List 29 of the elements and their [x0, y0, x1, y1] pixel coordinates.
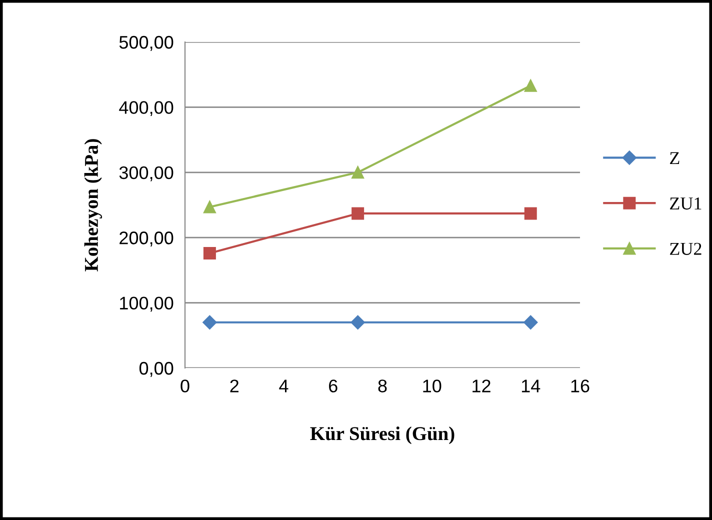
legend-label: ZU1 [670, 197, 702, 210]
point [203, 200, 216, 214]
point [202, 315, 217, 330]
y-axis-title: Kohezyon (kPa) [84, 139, 102, 272]
y-tick-label: 300,00 [119, 166, 174, 182]
point [352, 166, 364, 179]
legend-label: Z [670, 152, 680, 164]
point [352, 207, 364, 220]
x-tick-label: 16 [571, 380, 590, 392]
y-tick-label: 100,00 [120, 296, 174, 312]
y-tick-label: 0,00 [139, 362, 174, 377]
point [524, 207, 537, 220]
point [350, 315, 365, 330]
x-tick-label: 12 [472, 380, 490, 392]
y-tick-label: 200,00 [120, 232, 174, 246]
y-tick-label: 400,00 [119, 101, 174, 116]
point [203, 247, 216, 260]
legend-label: ZU2 [670, 242, 702, 255]
x-tick-label: 6 [329, 380, 338, 392]
y-tick-label: 500,00 [119, 36, 174, 51]
x-tick-label: 4 [279, 380, 288, 392]
point [524, 315, 538, 330]
point [524, 79, 537, 92]
x-tick-label: 14 [522, 380, 540, 392]
x-axis-title: Kür Süresi (Gün) [310, 426, 454, 444]
x-tick-label: 8 [378, 380, 387, 392]
x-tick-label: 0 [180, 380, 190, 392]
x-tick-label: 10 [423, 380, 442, 392]
x-tick-label: 2 [230, 380, 238, 392]
